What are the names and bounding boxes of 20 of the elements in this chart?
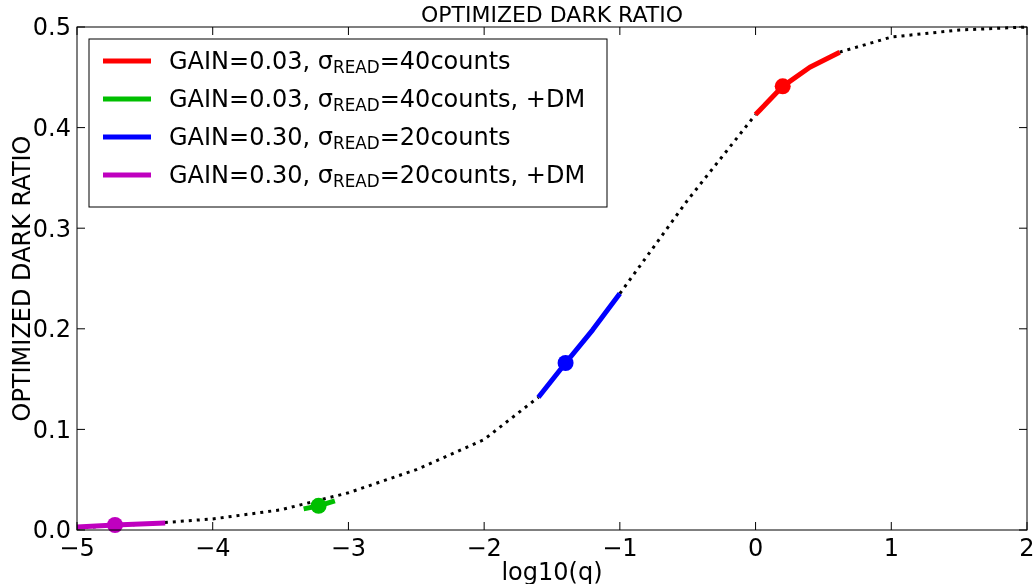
point (774, 78, 791, 95)
y-tick-label: 0.1 (32, 415, 71, 444)
y-tick-label: 0.4 (32, 114, 71, 142)
y-tick-label: 0.3 (32, 214, 71, 243)
chart-title: OPTIMIZED DARK RATIO (420, 2, 684, 27)
legend-label: GAIN=0.03, σ$_{READ}$=40counts, +DM (169, 85, 586, 116)
point (557, 355, 574, 371)
legend-label: GAIN=0.30, σ$_{READ}$=20counts, +DM (169, 161, 586, 192)
x-tick-label: 1 (883, 534, 899, 562)
y-tick-label: 0.5 (32, 13, 71, 42)
x-tick-label: −3 (330, 534, 367, 562)
x-tick-label: −1 (602, 534, 638, 562)
point (310, 497, 327, 514)
x-tick-label: −2 (466, 534, 502, 562)
x-tick-label: −4 (195, 534, 231, 562)
x-tick-label: 0 (747, 534, 764, 562)
y-tick-label: 0.2 (32, 315, 71, 344)
legend-label: GAIN=0.30, σ$_{READ}$=20counts (169, 123, 511, 154)
x-tick-label: 2 (1019, 534, 1033, 562)
legend-label: GAIN=0.03, σ$_{READ}$=40counts (169, 47, 511, 78)
